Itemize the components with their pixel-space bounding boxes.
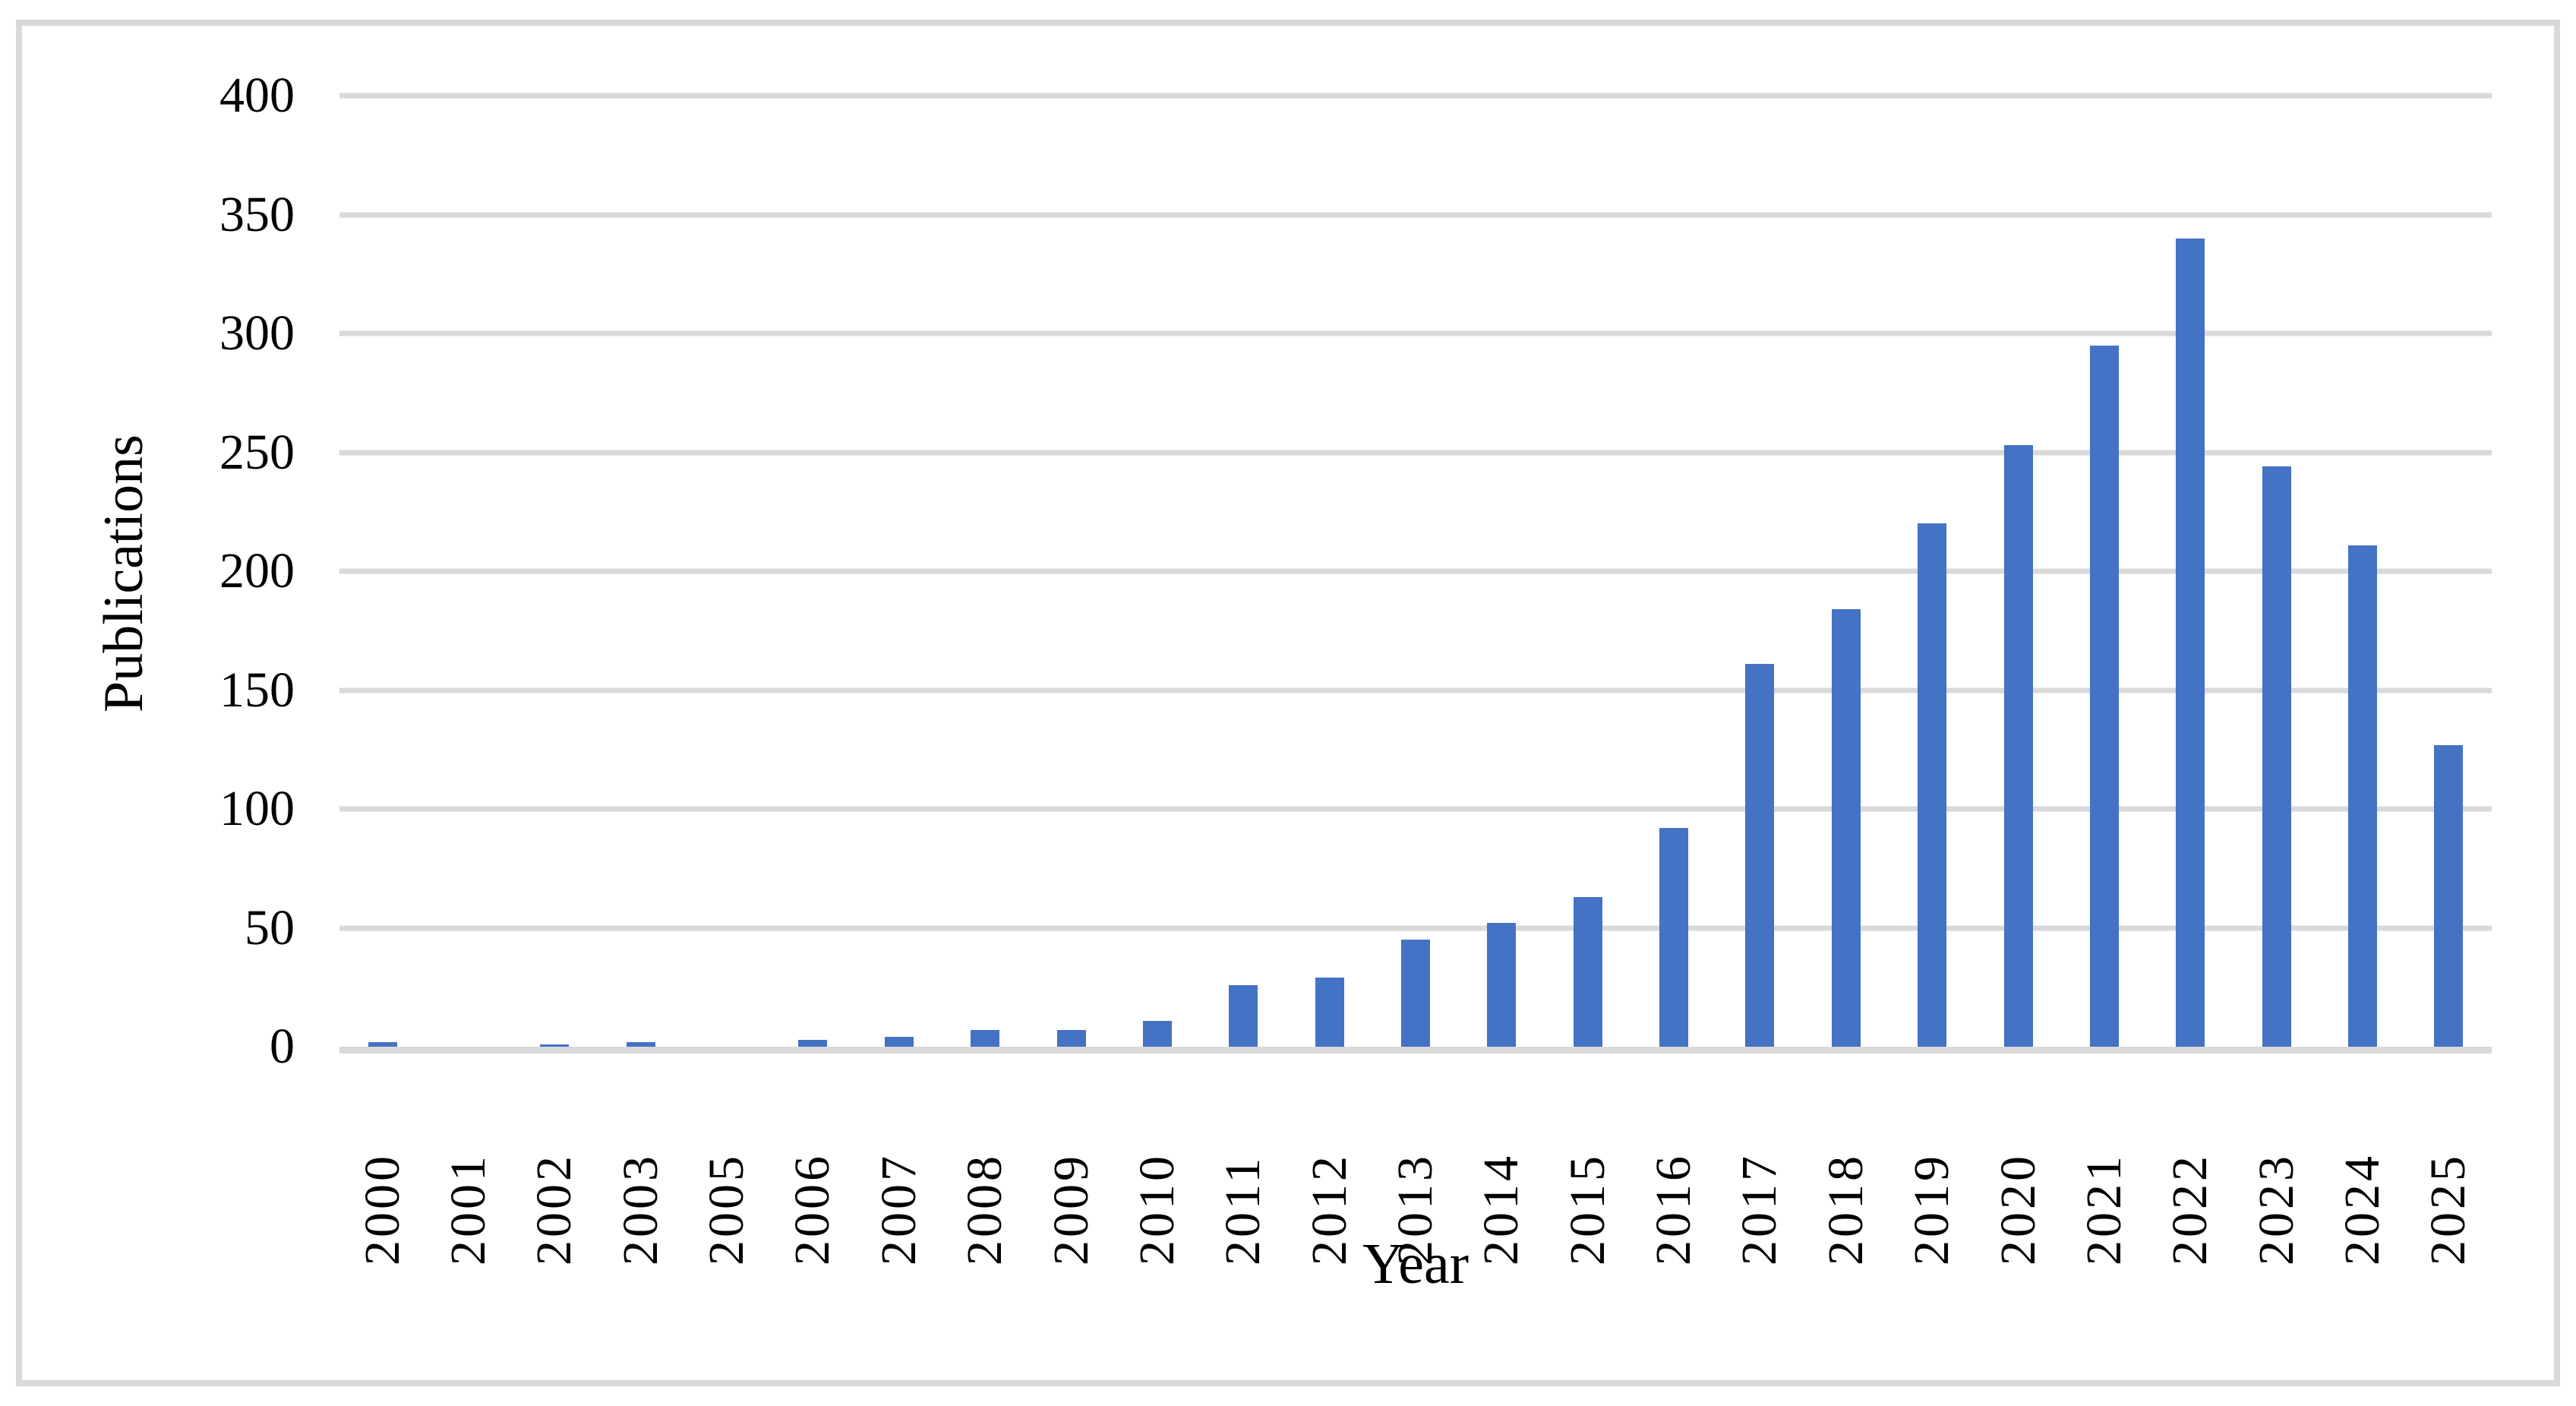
bar-2007 bbox=[884, 1037, 914, 1047]
x-tick-label: 2019 bbox=[1904, 1153, 1960, 1265]
gridline bbox=[339, 925, 2492, 930]
y-tick-label: 50 bbox=[245, 899, 295, 956]
y-tick-label: 300 bbox=[219, 305, 295, 361]
y-tick-label: 150 bbox=[219, 662, 295, 718]
bars-layer bbox=[339, 96, 2492, 1047]
x-tick-label: 2007 bbox=[870, 1153, 927, 1265]
x-tick-label: 2000 bbox=[354, 1153, 410, 1265]
x-tick-label: 2005 bbox=[699, 1153, 755, 1265]
x-tick-label: 2018 bbox=[1817, 1153, 1874, 1265]
gridline bbox=[339, 330, 2492, 336]
x-axis-line bbox=[339, 1047, 2492, 1054]
bar-2006 bbox=[798, 1039, 828, 1047]
y-tick-label: 100 bbox=[219, 781, 295, 836]
bar-2008 bbox=[971, 1030, 1000, 1047]
bar-2014 bbox=[1487, 923, 1517, 1047]
bar-2012 bbox=[1315, 978, 1344, 1047]
bar-2019 bbox=[1918, 523, 1947, 1047]
x-tick-label: 2022 bbox=[2162, 1153, 2218, 1265]
x-tick-label: 2021 bbox=[2076, 1153, 2132, 1265]
x-tick-label: 2017 bbox=[1732, 1153, 1788, 1265]
y-tick-label: 350 bbox=[219, 186, 295, 242]
bar-2021 bbox=[2089, 345, 2119, 1047]
x-tick-label: 2025 bbox=[2420, 1153, 2477, 1265]
bar-2025 bbox=[2434, 744, 2464, 1047]
chart-frame bbox=[16, 20, 2560, 1386]
bar-2013 bbox=[1401, 940, 1430, 1047]
x-tick-label: 2003 bbox=[612, 1153, 668, 1265]
y-tick-label: 200 bbox=[219, 543, 295, 599]
gridline bbox=[339, 450, 2492, 455]
gridline bbox=[339, 806, 2492, 812]
bar-2016 bbox=[1659, 828, 1689, 1047]
x-tick-label: 2009 bbox=[1043, 1153, 1099, 1265]
gridline bbox=[339, 212, 2492, 217]
bar-2017 bbox=[1745, 664, 1775, 1047]
x-tick-label: 2023 bbox=[2248, 1153, 2304, 1265]
x-tick-label: 2008 bbox=[957, 1153, 1013, 1265]
bar-2024 bbox=[2347, 545, 2377, 1047]
bar-2020 bbox=[2003, 445, 2033, 1047]
bar-2023 bbox=[2262, 466, 2291, 1047]
y-tick-label: 250 bbox=[219, 424, 295, 480]
bar-2022 bbox=[2176, 238, 2205, 1047]
bar-2003 bbox=[626, 1041, 655, 1047]
x-tick-label: 2020 bbox=[1990, 1153, 2046, 1265]
bar-2009 bbox=[1056, 1030, 1086, 1047]
x-tick-label: 2001 bbox=[440, 1153, 497, 1265]
y-tick-label: 400 bbox=[219, 68, 295, 123]
gridline bbox=[339, 687, 2492, 693]
bar-2002 bbox=[540, 1044, 570, 1047]
bar-2018 bbox=[1831, 609, 1861, 1047]
gridline bbox=[339, 93, 2492, 99]
plot-area bbox=[339, 93, 2492, 1047]
x-axis-title: Year bbox=[1362, 1232, 1470, 1296]
gridline bbox=[339, 568, 2492, 574]
bar-2015 bbox=[1573, 896, 1602, 1047]
bar-2000 bbox=[368, 1041, 397, 1047]
y-tick-label: 0 bbox=[270, 1019, 295, 1074]
bar-2011 bbox=[1229, 984, 1258, 1047]
x-tick-label: 2024 bbox=[2334, 1153, 2390, 1265]
x-tick-label: 2002 bbox=[526, 1153, 582, 1265]
x-tick-label: 2006 bbox=[784, 1153, 841, 1265]
bar-2010 bbox=[1142, 1020, 1172, 1047]
